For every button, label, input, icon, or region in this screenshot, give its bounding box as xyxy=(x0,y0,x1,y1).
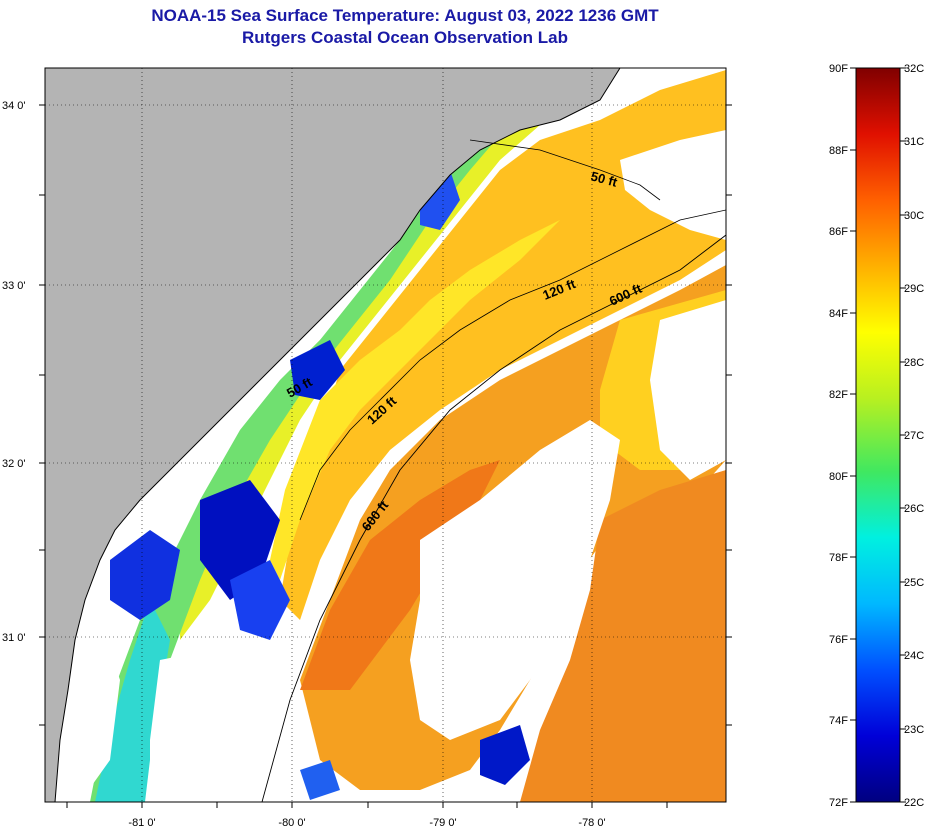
colorbar-ticks xyxy=(850,67,906,803)
colorbar-c-label: 22C xyxy=(904,797,924,809)
colorbar-c-label: 29C xyxy=(904,283,924,295)
coastline xyxy=(54,68,621,802)
colorbar-f-label: 84F xyxy=(829,308,848,320)
contour-50ft xyxy=(469,139,661,201)
colorbar-f-label: 74F xyxy=(829,715,848,727)
axis-ticks xyxy=(39,104,732,808)
colorbar-f-label: 78F xyxy=(829,552,848,564)
cloud-hole xyxy=(650,300,726,480)
map-title: NOAA-15 Sea Surface Temperature: August … xyxy=(151,6,659,25)
cloud-hole xyxy=(620,130,726,240)
sst-cold-patch xyxy=(230,560,290,640)
sst-shelf xyxy=(280,70,726,620)
lat-label: 31 0' xyxy=(2,632,26,644)
lat-label: 32 0' xyxy=(2,458,26,470)
colorbar-f-label: 76F xyxy=(829,634,848,646)
sst-shelf-yellow xyxy=(270,220,560,580)
colorbar-c-label: 31C xyxy=(904,136,924,148)
graticule xyxy=(45,68,726,802)
sst-orange-core xyxy=(300,460,500,690)
lon-label: -79 0' xyxy=(429,817,456,829)
cloud-hole xyxy=(150,650,240,802)
colorbar-c-label: 27C xyxy=(904,430,924,442)
colorbar-f-label: 88F xyxy=(829,145,848,157)
sst-east-orange xyxy=(520,470,726,802)
sst-cold-patch xyxy=(290,340,345,400)
lat-label: 34 0' xyxy=(2,100,26,112)
contour-label: 50 ft xyxy=(589,168,619,190)
colorbar-f-label: 82F xyxy=(829,389,848,401)
sst-cold-patch xyxy=(110,530,180,620)
colorbar-c-label: 32C xyxy=(904,63,924,75)
lon-label: -80 0' xyxy=(278,817,305,829)
colorbar-c-label: 24C xyxy=(904,650,924,662)
land-mass xyxy=(45,68,620,802)
colorbar-c-label: 23C xyxy=(904,724,924,736)
lat-label: 33 0' xyxy=(2,280,26,292)
contour-600ft xyxy=(261,234,726,802)
lon-label: -78 0' xyxy=(578,817,605,829)
colorbar-f-label: 72F xyxy=(829,797,848,809)
map-frame xyxy=(44,67,727,803)
sst-cold-patch xyxy=(300,760,340,800)
colorbar-f-label: 80F xyxy=(829,471,848,483)
map-subtitle: Rutgers Coastal Ocean Observation Lab xyxy=(242,28,568,47)
cloud-hole xyxy=(410,420,620,740)
colorbar-c-label: 26C xyxy=(904,503,924,515)
contour-120ft xyxy=(299,209,726,521)
colorbar-f-label: 90F xyxy=(829,63,848,75)
colorbar-c-label: 25C xyxy=(904,577,924,589)
colorbar-f-label: 86F xyxy=(829,226,848,238)
colorbar-c-label: 28C xyxy=(904,357,924,369)
lon-label: -81 0' xyxy=(128,817,155,829)
colorbar xyxy=(855,67,901,803)
sst-cold-patch xyxy=(480,725,530,785)
colorbar-c-label: 30C xyxy=(904,210,924,222)
